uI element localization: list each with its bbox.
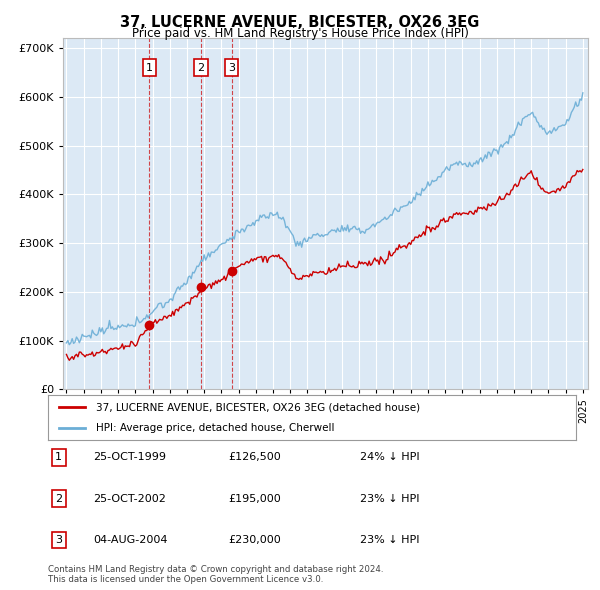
Text: 23% ↓ HPI: 23% ↓ HPI [360,535,419,545]
Text: 25-OCT-2002: 25-OCT-2002 [93,494,166,503]
Text: HPI: Average price, detached house, Cherwell: HPI: Average price, detached house, Cher… [95,422,334,432]
Text: 04-AUG-2004: 04-AUG-2004 [93,535,167,545]
Text: 25-OCT-1999: 25-OCT-1999 [93,453,166,462]
Text: £230,000: £230,000 [228,535,281,545]
Text: 23% ↓ HPI: 23% ↓ HPI [360,494,419,503]
Text: £195,000: £195,000 [228,494,281,503]
Text: Price paid vs. HM Land Registry's House Price Index (HPI): Price paid vs. HM Land Registry's House … [131,27,469,40]
Text: 1: 1 [55,453,62,462]
Text: 24% ↓ HPI: 24% ↓ HPI [360,453,419,462]
Text: 2: 2 [55,494,62,503]
Text: 3: 3 [55,535,62,545]
Text: 1: 1 [146,63,153,73]
Text: 37, LUCERNE AVENUE, BICESTER, OX26 3EG: 37, LUCERNE AVENUE, BICESTER, OX26 3EG [121,15,479,30]
Text: Contains HM Land Registry data © Crown copyright and database right 2024.
This d: Contains HM Land Registry data © Crown c… [48,565,383,584]
Text: 37, LUCERNE AVENUE, BICESTER, OX26 3EG (detached house): 37, LUCERNE AVENUE, BICESTER, OX26 3EG (… [95,402,419,412]
Text: £126,500: £126,500 [228,453,281,462]
Text: 2: 2 [197,63,205,73]
Text: 3: 3 [228,63,235,73]
